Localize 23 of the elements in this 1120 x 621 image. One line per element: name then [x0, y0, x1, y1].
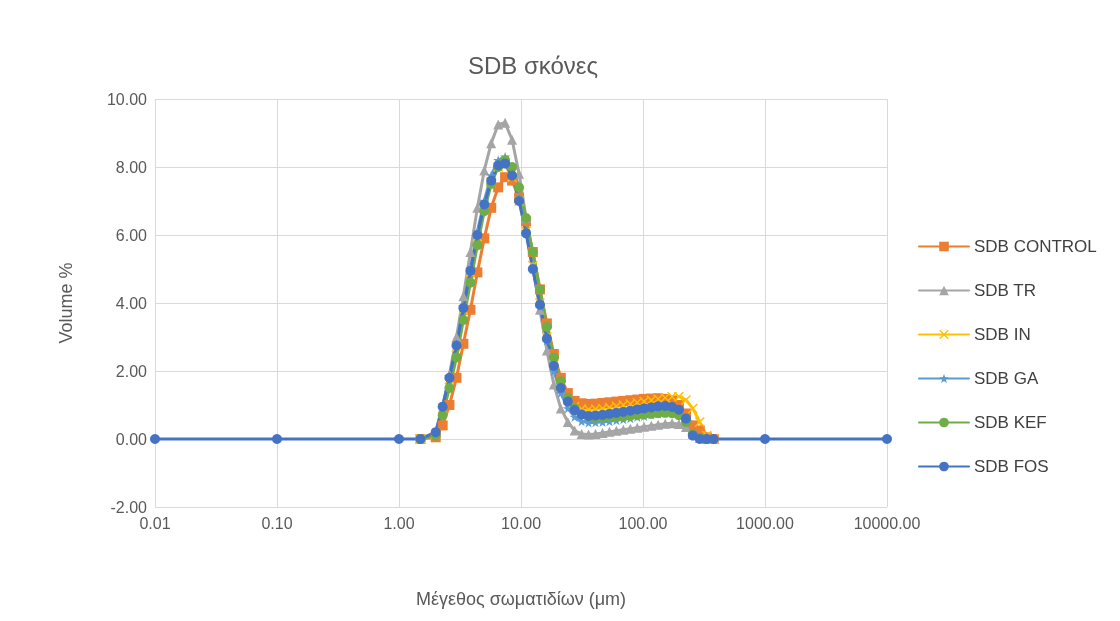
legend-label: SDB IN	[974, 325, 1031, 344]
x-tick-label: 10000.00	[853, 514, 921, 532]
x-tick-label: 0.10	[261, 514, 293, 532]
x-tick-label: 0.01	[139, 514, 171, 532]
y-tick-label: 2.00	[115, 362, 148, 380]
y-tick-label: 8.00	[115, 158, 148, 176]
legend-label: SDB TR	[974, 281, 1037, 300]
legend-label: SDB GA	[974, 369, 1039, 388]
y-tick-label: 10.00	[106, 90, 148, 108]
x-tick-label: 1.00	[383, 514, 415, 532]
x-tick-label: 100.00	[618, 514, 668, 532]
x-tick-label: 1000.00	[736, 514, 795, 532]
legend-label: SDB CONTROL	[974, 237, 1097, 256]
y-tick-label: 0.00	[115, 430, 148, 448]
y-tick-label: -2.00	[110, 498, 148, 516]
x-tick-label: 10.00	[500, 514, 542, 532]
legend-label: SDB FOS	[974, 457, 1049, 476]
x-axis-title: Μέγεθος σωματιδίων (μm)	[415, 589, 627, 609]
y-tick-label: 6.00	[115, 226, 148, 244]
y-tick-label: 4.00	[115, 294, 148, 312]
legend-label: SDB KEF	[974, 413, 1047, 432]
y-axis-title: Volume %	[56, 262, 76, 344]
chart-title: SDB σκόνες	[467, 51, 599, 79]
